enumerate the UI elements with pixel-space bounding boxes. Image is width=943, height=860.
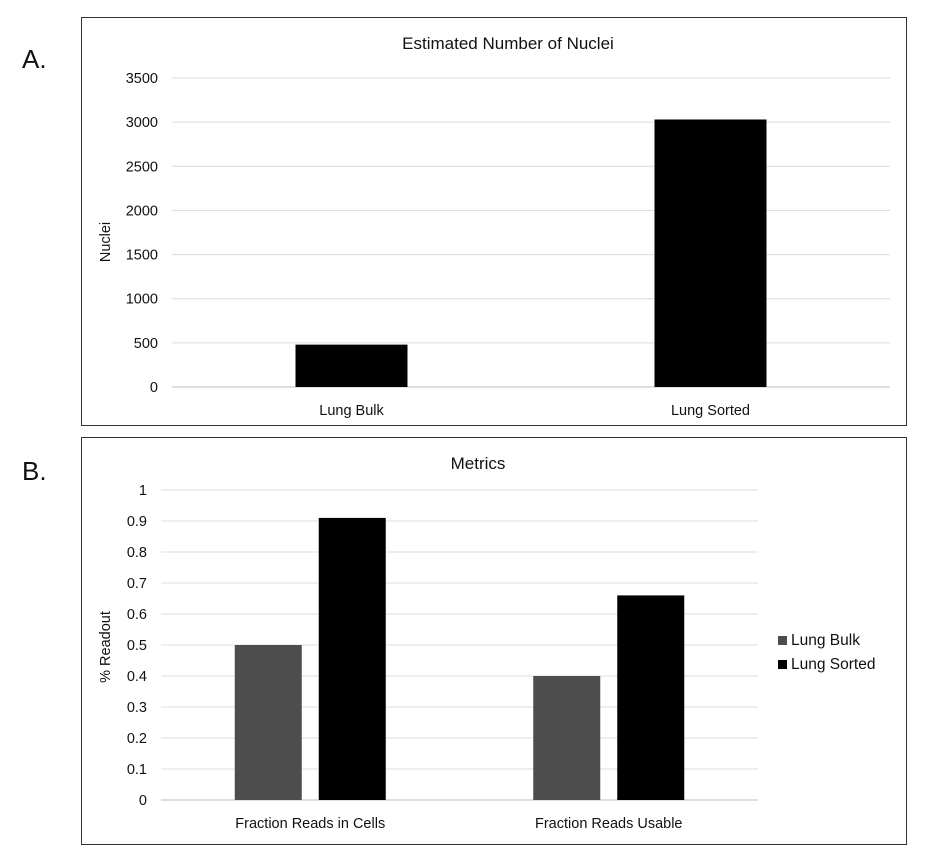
chart-b-legend-label: Lung Bulk: [791, 632, 860, 649]
chart-a-bar: [654, 119, 767, 387]
chart-a-ytick-label: 3000: [126, 115, 158, 131]
chart-a-ytick-label: 2500: [126, 159, 158, 175]
chart-a-bar: [295, 344, 408, 387]
chart-b-legend-swatch: [778, 660, 787, 669]
chart-b-ytick-label: 0.3: [127, 700, 147, 716]
chart-b-ylabel: % Readout: [98, 611, 114, 683]
chart-a-ytick-label: 2000: [126, 203, 158, 219]
chart-b-bar: [234, 645, 302, 800]
chart-b-ytick-label: 0.6: [127, 607, 147, 623]
panel-b-label: B.: [22, 456, 47, 486]
chart-a-category-label: Lung Bulk: [319, 403, 384, 419]
chart-b-bar: [318, 517, 386, 800]
chart-b-ytick-label: 0.5: [127, 638, 147, 654]
chart-b-title: Metrics: [451, 454, 506, 473]
chart-b-frame: Metrics % Readout 0 0.1 0.2 0.3 0.4 0.5 0.6 0.7…: [81, 437, 907, 845]
chart-b-bar: [617, 595, 685, 800]
chart-b-category-label: Fraction Reads Usable: [535, 816, 683, 832]
chart-a-category-label: Lung Sorted: [671, 403, 750, 419]
chart-b-ytick-label: 0.9: [127, 514, 147, 530]
chart-b-bar: [533, 676, 601, 800]
chart-a-ytick-label: 3500: [126, 71, 158, 87]
chart-b-ytick-label: 1: [139, 483, 147, 499]
chart-b-svg: Metrics % Readout 0 0.1 0.2 0.3 0.4 0.5 0.6 0.7…: [98, 454, 875, 832]
chart-b-ytick-label: 0.2: [127, 731, 147, 747]
chart-a-ytick-label: 1500: [126, 248, 158, 264]
chart-b-ytick-label: 0.4: [127, 669, 147, 685]
chart-a-title: Estimated Number of Nuclei: [402, 34, 614, 53]
chart-b-category-label: Fraction Reads in Cells: [235, 816, 385, 832]
chart-a-ytick-label: 1000: [126, 292, 158, 308]
chart-a-svg: Estimated Number of Nuclei Nuclei 0 500 10…: [98, 34, 890, 419]
chart-b-legend-swatch: [778, 636, 787, 645]
chart-a-ylabel: Nuclei: [98, 222, 114, 262]
panel-a-label: A.: [22, 44, 47, 74]
chart-a-ytick-label: 0: [150, 380, 158, 396]
chart-b-ytick-label: 0: [139, 793, 147, 809]
chart-b-ytick-label: 0.8: [127, 545, 147, 561]
chart-b-ytick-label: 0.1: [127, 762, 147, 778]
chart-a-ytick-label: 500: [134, 336, 158, 352]
chart-b-ytick-label: 0.7: [127, 576, 147, 592]
chart-a-frame: Estimated Number of Nuclei Nuclei 0 500 10…: [81, 17, 907, 426]
chart-b-legend-label: Lung Sorted: [791, 656, 875, 673]
